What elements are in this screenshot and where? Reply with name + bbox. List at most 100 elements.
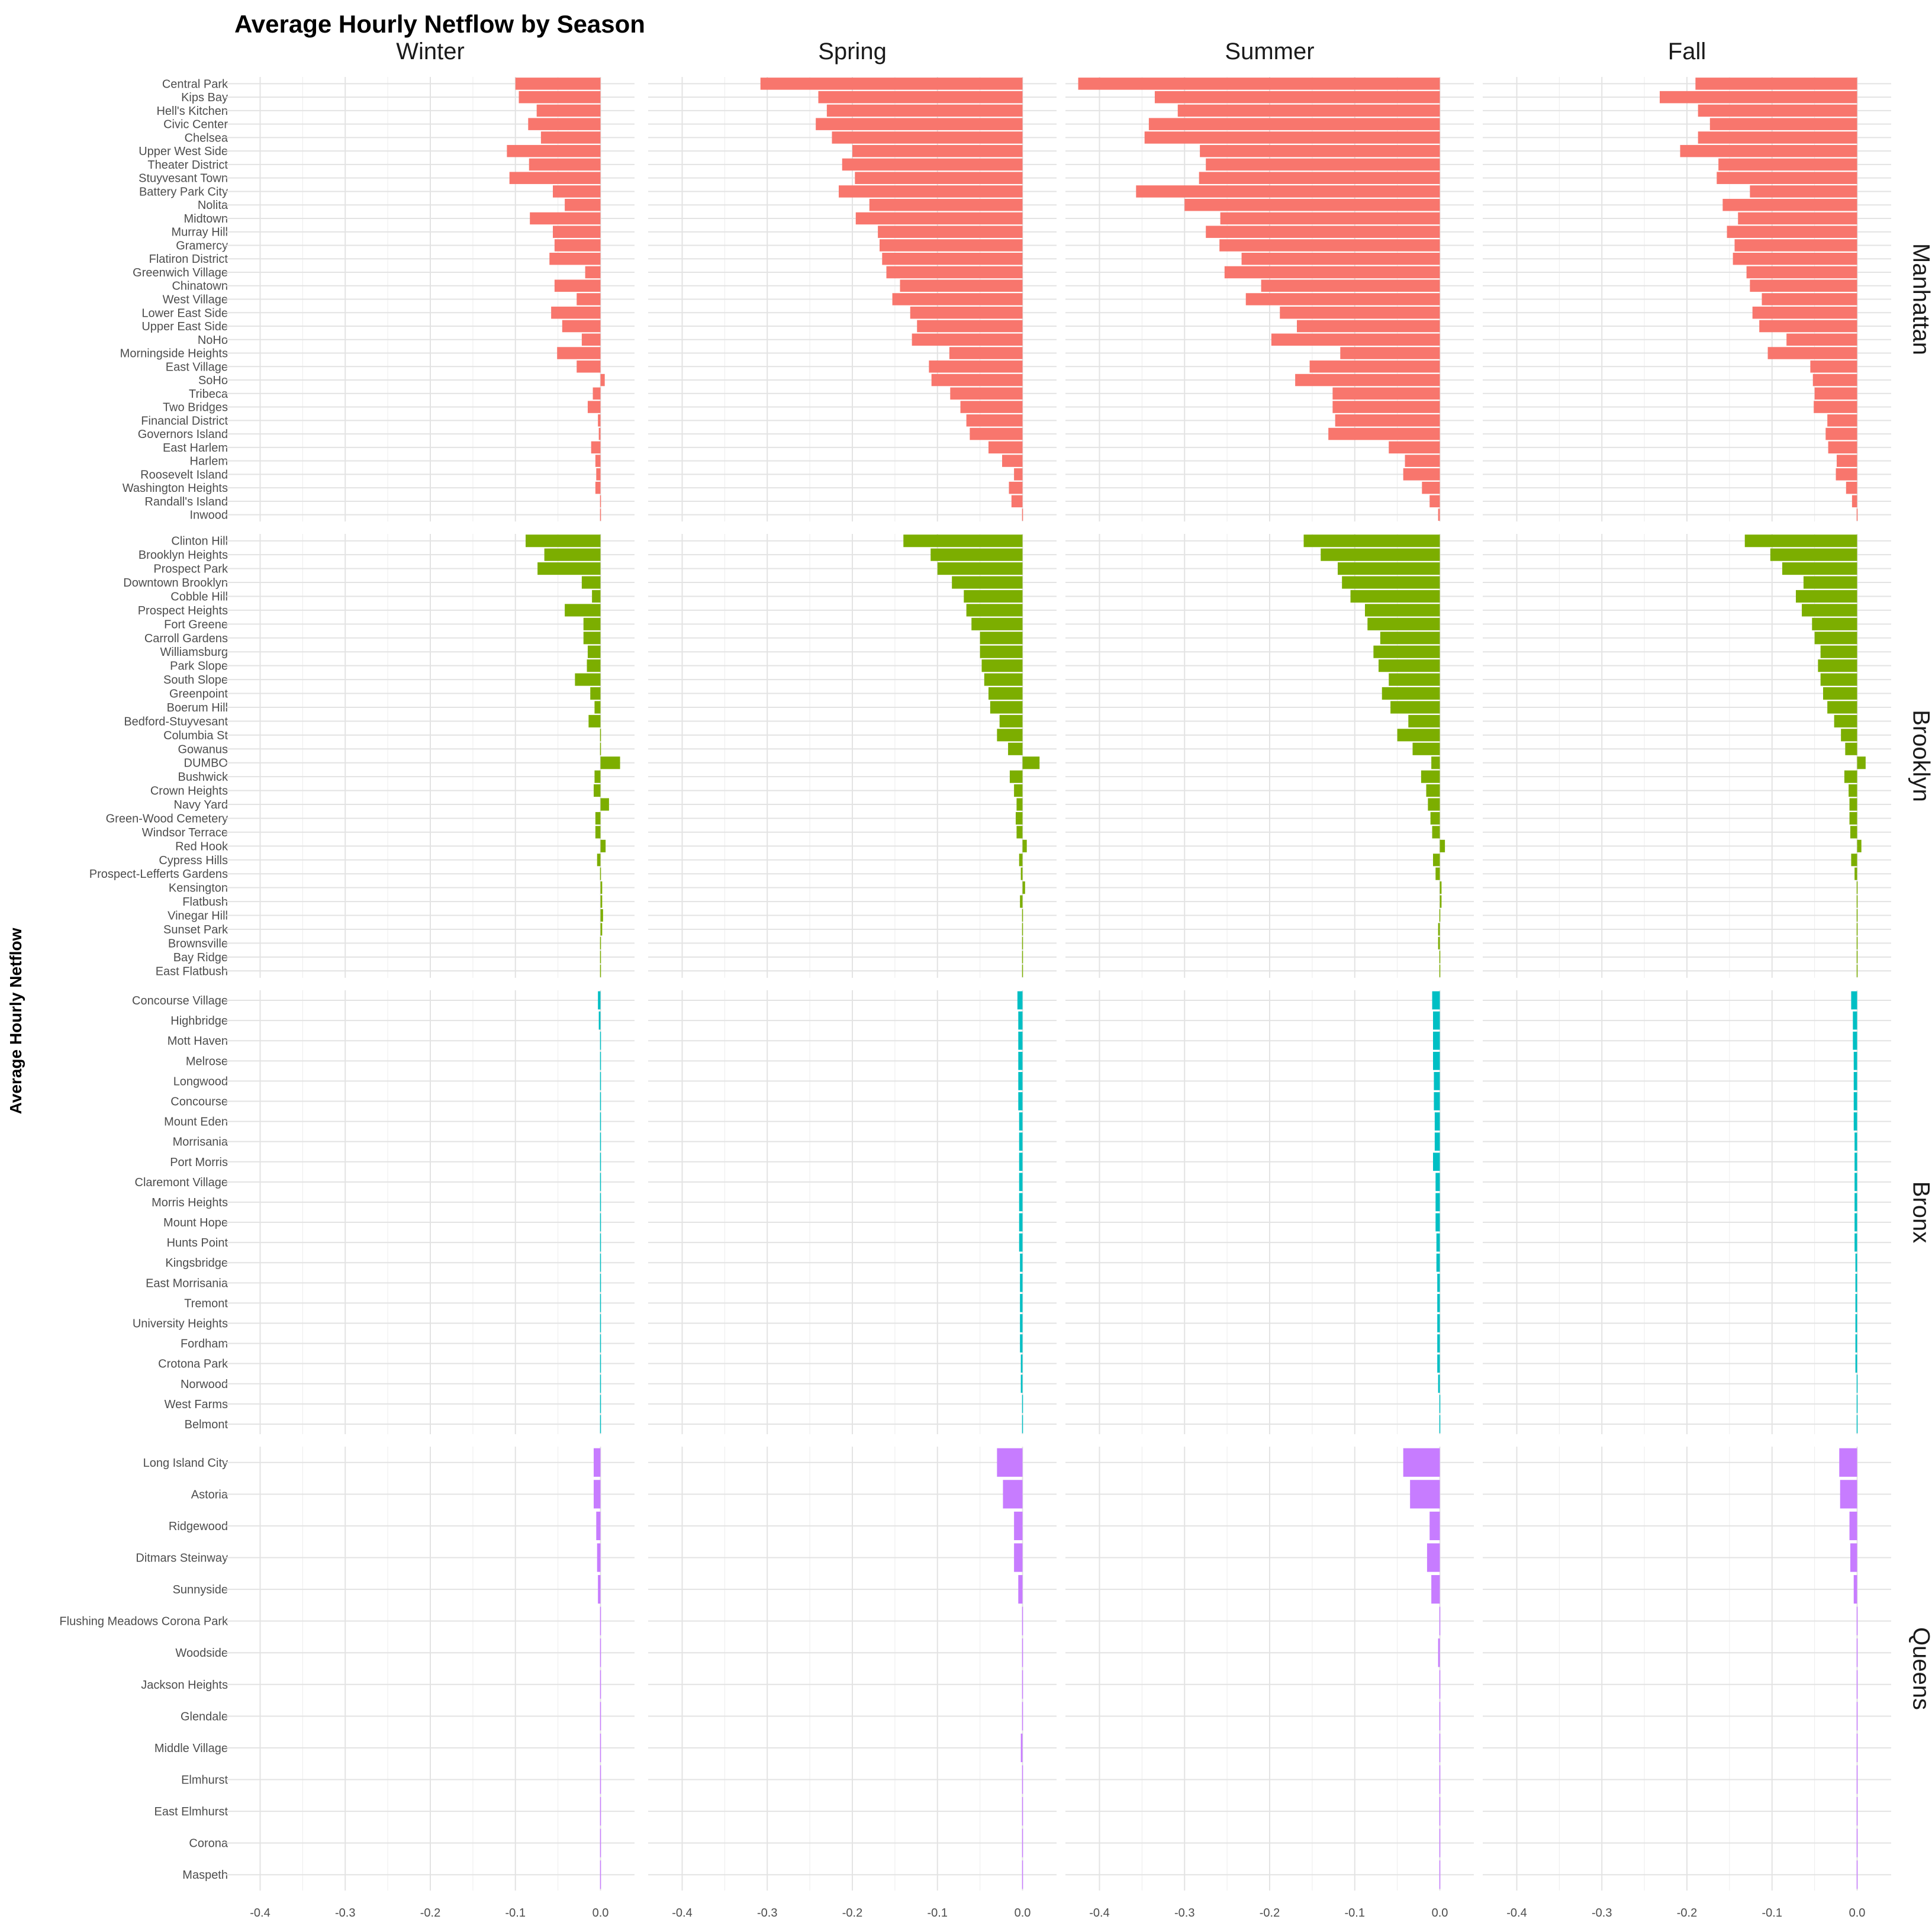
bar-brooklyn-winter-red-hook <box>600 839 606 852</box>
bar-queens-spring-corona <box>1022 1828 1023 1857</box>
bar-brooklyn-winter-greenpoint <box>590 687 601 700</box>
category-label-morris-heights: Morris Heights <box>152 1196 228 1209</box>
category-label-fort-greene: Fort Greene <box>164 618 228 631</box>
bar-brooklyn-winter-navy-yard <box>600 798 609 811</box>
bar-brooklyn-spring-clinton-hill <box>903 534 1023 548</box>
category-label-east-flatbush: East Flatbush <box>156 965 228 978</box>
panel-brooklyn-winter <box>226 534 635 978</box>
category-label-randall-s-island: Randall's Island <box>144 495 228 508</box>
category-label-ditmars-steinway: Ditmars Steinway <box>136 1552 228 1565</box>
bar-manhattan-spring-morningside-heights <box>949 347 1023 359</box>
bar-manhattan-winter-stuyvesant-town <box>509 172 601 184</box>
bar-brooklyn-fall-flatbush <box>1856 895 1858 908</box>
category-label-concourse: Concourse <box>170 1096 228 1109</box>
bar-bronx-summer-norwood <box>1438 1374 1440 1393</box>
bar-bronx-fall-mount-hope <box>1854 1213 1857 1232</box>
bar-brooklyn-summer-flatbush <box>1440 895 1442 908</box>
bar-manhattan-fall-upper-west-side <box>1680 144 1857 157</box>
bar-manhattan-spring-harlem <box>1002 455 1023 467</box>
bar-queens-winter-ridgewood <box>596 1511 601 1541</box>
bar-queens-fall-ridgewood <box>1849 1511 1857 1541</box>
bar-bronx-winter-melrose <box>600 1051 601 1070</box>
panel-manhattan-spring <box>648 77 1057 521</box>
borough-strip-manhattan: Manhattan <box>1908 243 1932 355</box>
bar-bronx-summer-hunts-point <box>1436 1233 1440 1252</box>
bar-queens-winter-east-elmhurst <box>600 1796 601 1826</box>
bar-manhattan-fall-flatiron-district <box>1733 252 1857 265</box>
bar-bronx-fall-morris-heights <box>1854 1193 1857 1212</box>
bar-bronx-winter-hunts-point <box>600 1233 601 1252</box>
bar-bronx-winter-highbridge <box>598 1011 601 1030</box>
bar-manhattan-fall-kips-bay <box>1660 91 1857 104</box>
bar-bronx-summer-morrisania <box>1434 1132 1440 1151</box>
bar-queens-spring-ridgewood <box>1014 1511 1023 1541</box>
category-label-maspeth: Maspeth <box>182 1869 228 1882</box>
bar-manhattan-winter-kips-bay <box>519 91 601 104</box>
bar-manhattan-fall-noho <box>1786 333 1857 346</box>
bar-manhattan-spring-central-park <box>760 78 1023 90</box>
category-label-claremont-village: Claremont Village <box>135 1176 228 1189</box>
bar-bronx-winter-mount-hope <box>600 1213 601 1232</box>
bar-brooklyn-summer-cobble-hill <box>1350 590 1440 603</box>
category-label-civic-center: Civic Center <box>163 118 228 131</box>
bar-queens-spring-ditmars-steinway <box>1014 1543 1023 1572</box>
bar-manhattan-fall-central-park <box>1695 78 1857 90</box>
bar-bronx-summer-east-morrisania <box>1437 1273 1440 1292</box>
bar-bronx-summer-claremont-village <box>1435 1173 1440 1192</box>
bar-manhattan-fall-nolita <box>1722 198 1857 211</box>
bar-manhattan-winter-upper-east-side <box>562 320 601 333</box>
bar-manhattan-summer-tribeca <box>1332 387 1440 400</box>
bar-brooklyn-winter-fort-greene <box>583 617 601 630</box>
category-label-prospect-heights: Prospect Heights <box>138 604 228 617</box>
bar-bronx-fall-mount-eden <box>1853 1112 1857 1131</box>
bar-manhattan-summer-upper-west-side <box>1200 144 1440 157</box>
category-label-fordham: Fordham <box>181 1338 228 1351</box>
bar-brooklyn-summer-navy-yard <box>1428 798 1440 811</box>
bar-brooklyn-winter-bay-ridge <box>600 951 601 964</box>
bar-bronx-fall-east-morrisania <box>1855 1273 1857 1292</box>
bar-bronx-winter-concourse <box>600 1092 601 1110</box>
bar-bronx-fall-belmont <box>1856 1415 1858 1434</box>
bar-manhattan-winter-upper-west-side <box>507 144 601 157</box>
category-label-murray-hill: Murray Hill <box>171 226 228 239</box>
category-label-chelsea: Chelsea <box>185 131 228 144</box>
category-label-corona: Corona <box>189 1837 228 1850</box>
bar-bronx-spring-mott-haven <box>1018 1031 1023 1050</box>
bar-bronx-summer-mott-haven <box>1433 1031 1440 1050</box>
bar-manhattan-winter-civic-center <box>528 118 601 130</box>
bar-manhattan-winter-noho <box>581 333 601 346</box>
bar-manhattan-summer-financial-district <box>1335 414 1440 427</box>
bar-bronx-spring-mount-hope <box>1019 1213 1023 1232</box>
bar-bronx-summer-port-morris <box>1433 1152 1440 1171</box>
bar-manhattan-summer-theater-district <box>1206 158 1440 171</box>
bar-brooklyn-summer-east-flatbush <box>1439 964 1441 977</box>
bar-queens-summer-jackson-heights <box>1439 1670 1441 1699</box>
season-strip-summer: Summer <box>1225 38 1314 65</box>
category-label-governors-island: Governors Island <box>138 428 228 441</box>
bar-brooklyn-spring-south-slope <box>984 673 1023 686</box>
bar-brooklyn-fall-south-slope <box>1820 673 1857 686</box>
category-label-middle-village: Middle Village <box>154 1742 228 1755</box>
bar-manhattan-summer-governors-island <box>1328 427 1440 440</box>
bar-brooklyn-spring-dumbo <box>1022 756 1040 769</box>
bar-manhattan-summer-civic-center <box>1148 118 1440 130</box>
bar-manhattan-winter-nolita <box>565 198 601 211</box>
bar-brooklyn-summer-williamsburg <box>1373 645 1440 658</box>
bar-brooklyn-fall-clinton-hill <box>1744 534 1857 548</box>
bar-manhattan-fall-east-village <box>1810 360 1857 373</box>
category-label-downtown-brooklyn: Downtown Brooklyn <box>123 577 228 590</box>
bar-manhattan-winter-governors-island <box>598 427 601 440</box>
category-label-navy-yard: Navy Yard <box>173 798 228 812</box>
bar-bronx-summer-west-farms <box>1439 1395 1441 1413</box>
bar-manhattan-fall-greenwich-village <box>1746 266 1857 279</box>
bar-queens-winter-elmhurst <box>600 1765 601 1794</box>
bar-brooklyn-winter-windsor-terrace <box>595 826 601 839</box>
bar-bronx-spring-tremont <box>1020 1294 1023 1312</box>
panel-manhattan-summer <box>1065 77 1474 521</box>
category-label-park-slope: Park Slope <box>170 660 228 673</box>
category-label-washington-heights: Washington Heights <box>123 482 228 495</box>
category-label-dumbo: DUMBO <box>184 757 228 770</box>
bar-manhattan-spring-east-village <box>929 360 1023 373</box>
category-label-gowanus: Gowanus <box>178 743 228 756</box>
bar-brooklyn-winter-bushwick <box>594 770 601 783</box>
